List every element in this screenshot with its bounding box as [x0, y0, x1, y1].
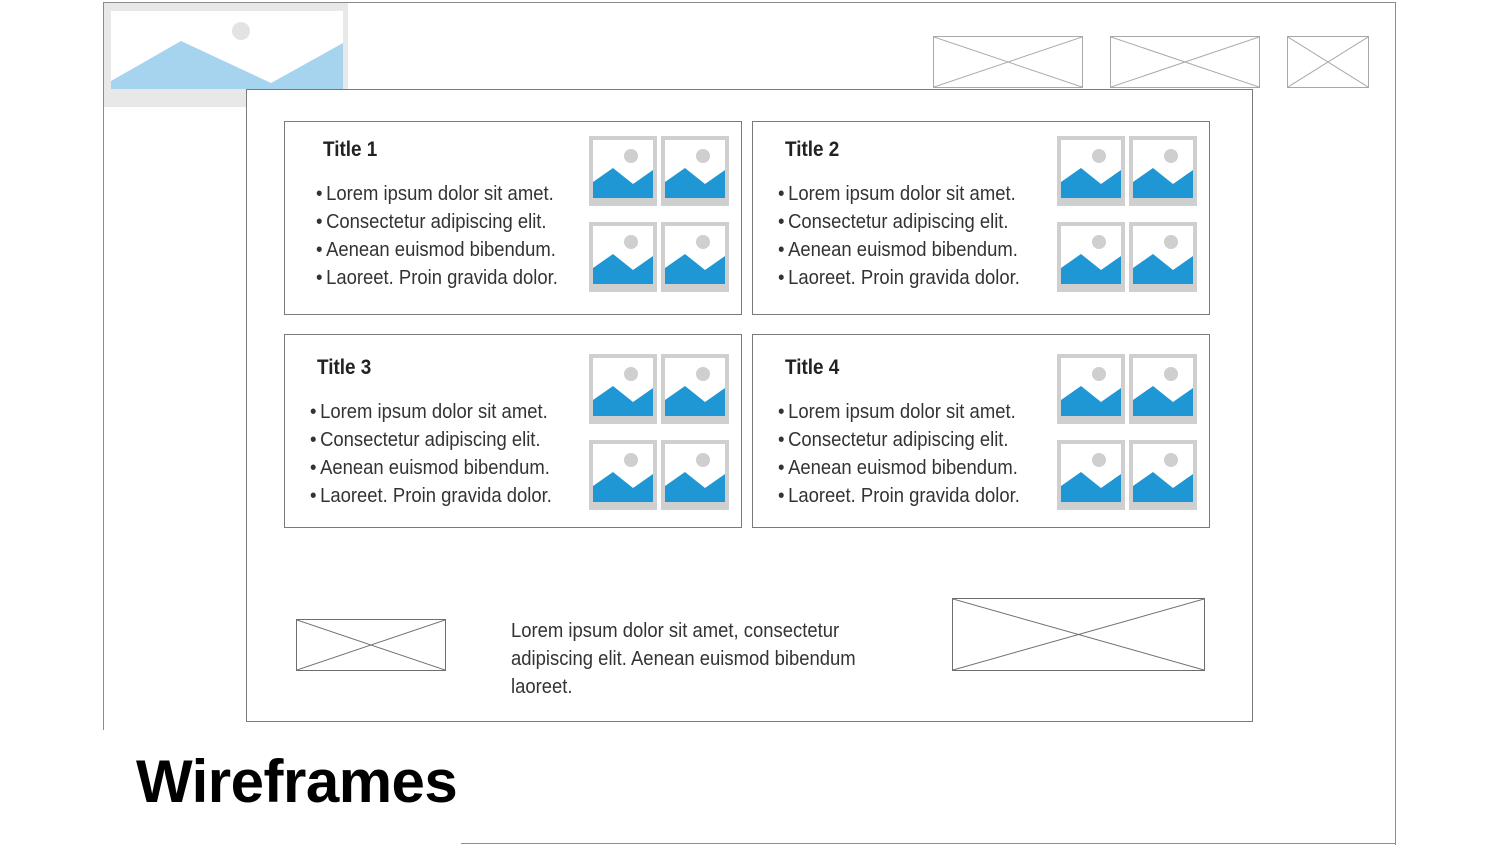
image-icon — [665, 140, 725, 198]
footer-placeholder-right — [952, 598, 1205, 671]
list-item: Laoreet. Proin gravida dolor. — [778, 264, 1020, 292]
crossed-box-icon — [1288, 37, 1368, 87]
list-item: Aenean euismod bibendum. — [778, 236, 1020, 264]
image-icon — [665, 226, 725, 284]
outer-frame-left — [103, 2, 104, 730]
image-icon — [1133, 226, 1193, 284]
card-1: Title 1 Lorem ipsum dolor sit amet. Cons… — [284, 121, 742, 315]
image-thumbnail — [589, 136, 657, 206]
nav-placeholder-1[interactable] — [933, 36, 1083, 88]
card-title: Title 2 — [785, 138, 840, 161]
image-icon — [1061, 226, 1121, 284]
card-4: Title 4 Lorem ipsum dolor sit amet. Cons… — [752, 334, 1210, 528]
image-thumbnail — [661, 354, 729, 424]
slide-title: Wireframes — [136, 748, 458, 815]
list-item: Lorem ipsum dolor sit amet. — [778, 180, 1020, 208]
list-item: Aenean euismod bibendum. — [310, 454, 552, 482]
card-title: Title 3 — [317, 356, 372, 379]
footer-placeholder-left — [296, 619, 446, 671]
crossed-box-icon — [1111, 37, 1259, 87]
list-item: Aenean euismod bibendum. — [778, 454, 1020, 482]
image-icon — [1061, 444, 1121, 502]
image-thumbnail — [1057, 354, 1125, 424]
card-bullet-list: Lorem ipsum dolor sit amet. Consectetur … — [778, 180, 1047, 292]
image-placeholder-icon — [111, 11, 343, 89]
list-item: Laoreet. Proin gravida dolor. — [310, 482, 552, 510]
image-thumbnail — [661, 136, 729, 206]
image-thumbnail — [661, 222, 729, 292]
list-item: Consectetur adipiscing elit. — [778, 208, 1020, 236]
nav-placeholder-2[interactable] — [1110, 36, 1260, 88]
card-3: Title 3 Lorem ipsum dolor sit amet. Cons… — [284, 334, 742, 528]
list-item: Lorem ipsum dolor sit amet. — [310, 398, 552, 426]
list-item: Lorem ipsum dolor sit amet. — [316, 180, 558, 208]
list-item: Lorem ipsum dolor sit amet. — [778, 398, 1020, 426]
image-icon — [665, 358, 725, 416]
image-icon — [1133, 358, 1193, 416]
crossed-box-icon — [953, 599, 1204, 670]
list-item: Laoreet. Proin gravida dolor. — [316, 264, 558, 292]
nav-placeholder-3[interactable] — [1287, 36, 1369, 88]
list-item: Laoreet. Proin gravida dolor. — [778, 482, 1020, 510]
image-thumbnail — [1057, 136, 1125, 206]
outer-frame-bottom — [461, 843, 1396, 844]
image-thumbnail — [1129, 222, 1197, 292]
card-title: Title 4 — [785, 356, 840, 379]
card-2: Title 2 Lorem ipsum dolor sit amet. Cons… — [752, 121, 1210, 315]
crossed-box-icon — [297, 620, 445, 670]
image-thumbnail — [589, 440, 657, 510]
image-icon — [593, 358, 653, 416]
card-bullet-list: Lorem ipsum dolor sit amet. Consectetur … — [778, 398, 1047, 510]
image-thumbnail — [1129, 440, 1197, 510]
card-bullet-list: Lorem ipsum dolor sit amet. Consectetur … — [316, 180, 585, 292]
image-icon — [593, 226, 653, 284]
outer-frame-top — [104, 2, 1396, 3]
image-thumbnail — [1057, 440, 1125, 510]
image-icon — [593, 444, 653, 502]
image-thumbnail — [1129, 354, 1197, 424]
image-thumbnail — [589, 222, 657, 292]
crossed-box-icon — [934, 37, 1082, 87]
image-icon — [593, 140, 653, 198]
card-bullet-list: Lorem ipsum dolor sit amet. Consectetur … — [310, 398, 579, 510]
list-item: Aenean euismod bibendum. — [316, 236, 558, 264]
card-title: Title 1 — [323, 138, 378, 161]
list-item: Consectetur adipiscing elit. — [316, 208, 558, 236]
image-icon — [1061, 358, 1121, 416]
list-item: Consectetur adipiscing elit. — [310, 426, 552, 454]
image-thumbnail — [1129, 136, 1197, 206]
image-thumbnail — [661, 440, 729, 510]
image-icon — [1061, 140, 1121, 198]
image-icon — [1133, 140, 1193, 198]
image-icon — [665, 444, 725, 502]
outer-frame-right — [1395, 2, 1396, 845]
image-icon — [1133, 444, 1193, 502]
image-thumbnail — [589, 354, 657, 424]
image-thumbnail — [1057, 222, 1125, 292]
footer-text: Lorem ipsum dolor sit amet, consectetur … — [511, 619, 856, 698]
list-item: Consectetur adipiscing elit. — [778, 426, 1020, 454]
